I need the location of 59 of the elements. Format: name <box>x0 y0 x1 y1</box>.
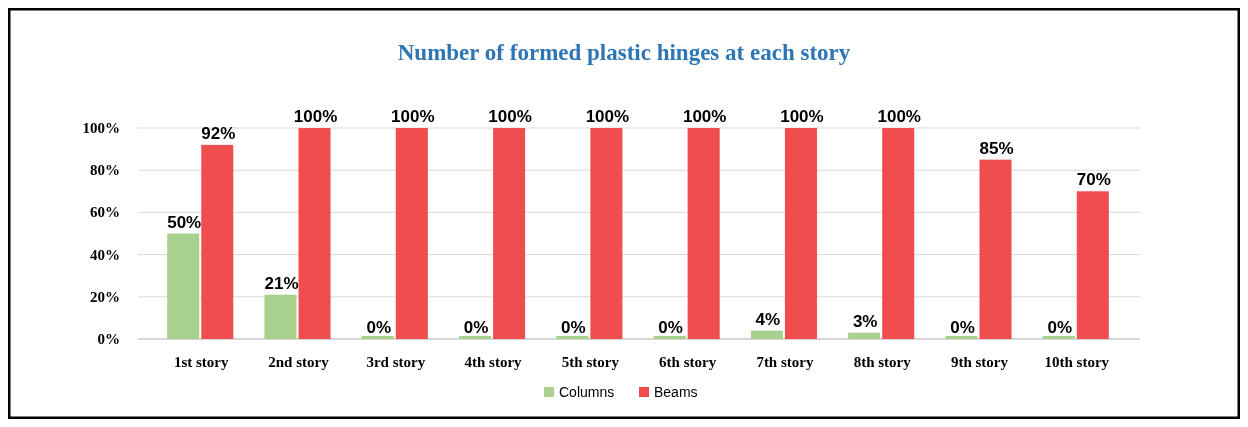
data-label: 85% <box>979 138 1014 158</box>
bar <box>590 128 623 339</box>
legend-label: Columns <box>559 384 615 400</box>
x-tick-label: 6th story <box>659 354 717 370</box>
data-label: 70% <box>1076 170 1111 190</box>
data-label: 4% <box>755 309 781 329</box>
x-tick-label: 9th story <box>950 354 1009 370</box>
x-tick-label: 2nd story <box>268 354 330 370</box>
data-label: 0% <box>1047 318 1073 337</box>
data-label: 100% <box>585 107 630 126</box>
bar <box>848 332 881 339</box>
bar <box>750 330 783 339</box>
y-tick-label: 20% <box>90 288 120 305</box>
bar <box>882 128 915 339</box>
x-tick-label: 3rd story <box>366 354 426 370</box>
data-label: 100% <box>391 107 435 126</box>
y-tick-label: 100% <box>82 120 120 136</box>
y-tick-label: 40% <box>90 246 120 263</box>
bar <box>493 128 526 339</box>
data-label: 0% <box>658 318 683 337</box>
chart-title: Number of formed plastic hinges at each story <box>397 40 851 65</box>
data-label: 0% <box>366 318 392 337</box>
x-tick-label: 4th story <box>464 354 523 370</box>
x-tick-label: 7th story <box>756 354 814 370</box>
data-label: 0% <box>950 318 975 337</box>
data-label: 21% <box>264 273 299 293</box>
bar <box>653 336 686 339</box>
bar <box>979 159 1012 339</box>
legend-label: Beams <box>654 384 698 400</box>
data-label: 50% <box>167 212 202 232</box>
data-label: 0% <box>463 318 489 337</box>
data-label: 3% <box>852 311 878 331</box>
bar <box>298 128 331 339</box>
y-tick-label: 80% <box>90 162 120 179</box>
data-label: 0% <box>561 318 586 337</box>
bar <box>945 336 978 339</box>
bar <box>556 336 589 339</box>
bar <box>1076 191 1109 339</box>
bar <box>1042 336 1075 339</box>
y-tick-label: 0% <box>97 331 120 347</box>
bar <box>395 128 428 339</box>
x-tick-label: 1st story <box>173 354 230 370</box>
data-label: 100% <box>293 107 338 126</box>
data-label: 100% <box>682 107 727 126</box>
bar <box>687 128 720 339</box>
data-label: 100% <box>877 107 921 126</box>
bar <box>361 336 394 339</box>
bar <box>264 294 297 339</box>
bar <box>201 144 234 339</box>
x-tick-label: 8th story <box>853 354 912 370</box>
y-tick-label: 60% <box>90 204 120 221</box>
data-label: 100% <box>780 107 824 126</box>
data-label: 100% <box>488 107 532 126</box>
bar <box>784 128 817 339</box>
data-label: 92% <box>201 123 236 143</box>
x-tick-label: 10th story <box>1044 354 1110 370</box>
bar <box>167 233 200 339</box>
bar <box>459 336 492 339</box>
x-tick-label: 5th story <box>561 354 620 370</box>
